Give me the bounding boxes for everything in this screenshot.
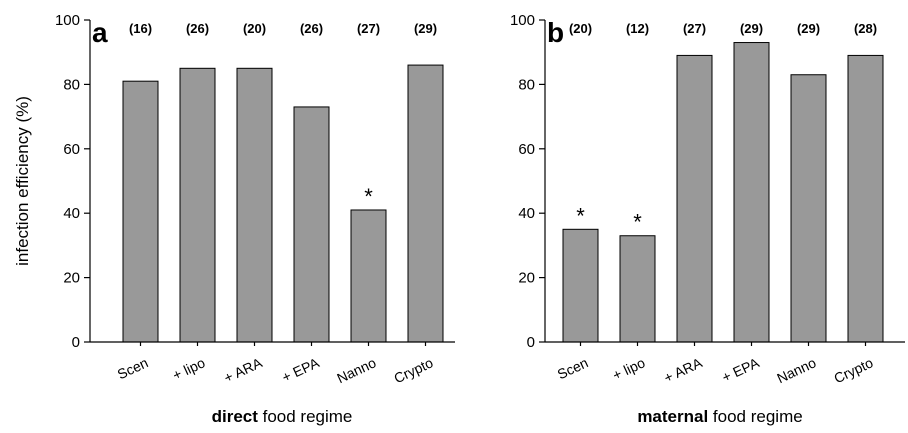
y-tick-label: 60 [518, 141, 535, 158]
bar-a-4 [293, 106, 330, 343]
significance-marker: * [576, 203, 585, 228]
bar-a-5 [350, 209, 387, 343]
x-axis-label-bold: maternal [637, 407, 708, 426]
bar-b-2 [619, 235, 656, 343]
significance-marker: * [364, 184, 373, 209]
x-axis-label: maternal food regime [637, 407, 802, 426]
bar-b-1 [562, 228, 599, 343]
y-tick-label: 100 [510, 12, 535, 29]
x-axis-label-bold: direct [212, 407, 259, 426]
bar-a-3 [236, 67, 273, 343]
sample-size-label: (29) [797, 21, 820, 36]
sample-size-label: (27) [357, 21, 380, 36]
category-tick-label: + EPA [279, 354, 322, 385]
y-tick-label: 20 [63, 270, 80, 287]
y-tick-label: 40 [518, 205, 535, 222]
chart-panel-a: (16) Scen (26) + lipo (20) + ARA (26) + EPA * (27… [13, 12, 455, 426]
panel-label: a [92, 17, 108, 48]
sample-size-label: (29) [740, 21, 763, 36]
y-tick-label: 0 [72, 334, 80, 351]
category-tick-label: + EPA [719, 354, 762, 385]
category-tick-label: Crypto [391, 354, 435, 386]
bar-b-4 [733, 42, 770, 343]
y-tick-label: 60 [63, 141, 80, 158]
bar-a-6 [407, 64, 444, 343]
x-axis-label-rest: food regime [258, 407, 353, 426]
sample-size-label: (20) [569, 21, 592, 36]
bar-b-3 [676, 54, 713, 343]
bar-a-2 [179, 67, 216, 343]
y-axis-label: infection efficiency (%) [13, 96, 32, 266]
y-tick-label: 20 [518, 270, 535, 287]
bar-b-5 [790, 74, 827, 343]
y-tick-label: 40 [63, 205, 80, 222]
y-tick-label: 100 [55, 12, 80, 29]
category-tick-label: + lipo [170, 354, 208, 383]
panel-label: b [547, 17, 564, 48]
y-tick-label: 80 [63, 76, 80, 93]
category-tick-label: + ARA [661, 354, 705, 386]
category-tick-label: Scen [115, 354, 151, 382]
bar-a-1 [122, 80, 159, 343]
y-tick-label: 80 [518, 76, 535, 93]
sample-size-label: (27) [683, 21, 706, 36]
category-tick-label: + lipo [610, 354, 648, 383]
sample-size-label: (29) [414, 21, 437, 36]
category-tick-label: Nanno [334, 354, 378, 386]
y-tick-label: 0 [527, 334, 535, 351]
bar-b-6 [847, 54, 884, 343]
x-axis-label: direct food regime [212, 407, 353, 426]
category-tick-label: Scen [555, 354, 591, 382]
category-tick-label: Crypto [831, 354, 875, 386]
significance-marker: * [633, 210, 642, 235]
category-tick-label: + ARA [221, 354, 265, 386]
chart-panel-b: * (20) Scen * (12) + lipo (27) + ARA (29) + EPA (2… [510, 12, 905, 426]
category-tick-label: Nanno [774, 354, 818, 386]
x-axis-label-rest: food regime [708, 407, 803, 426]
sample-size-label: (16) [129, 21, 152, 36]
sample-size-label: (26) [186, 21, 209, 36]
sample-size-label: (12) [626, 21, 649, 36]
sample-size-label: (28) [854, 21, 877, 36]
sample-size-label: (26) [300, 21, 323, 36]
sample-size-label: (20) [243, 21, 266, 36]
